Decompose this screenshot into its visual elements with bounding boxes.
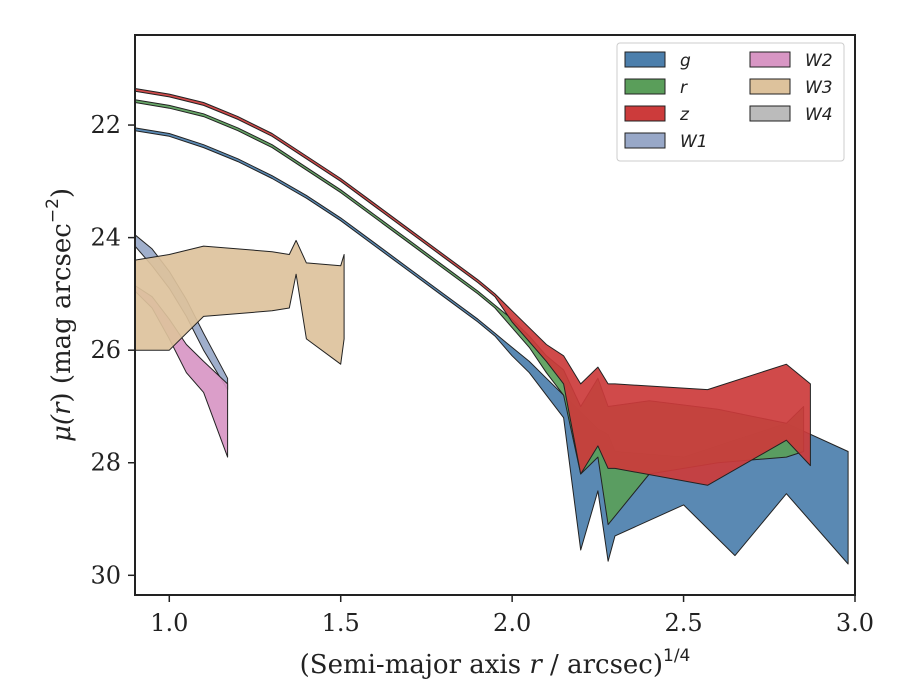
legend-label-z: z: [679, 105, 690, 125]
y-axis-label-middle: ) (mag arcsec: [47, 223, 77, 402]
x-tick-label: 1.0: [150, 609, 188, 637]
x-axis-label-suffix: / arcsec): [542, 650, 663, 680]
legend-label-w3: W3: [805, 78, 833, 98]
legend-swatch-g: [624, 51, 666, 68]
y-axis-label-suffix: ): [47, 188, 77, 198]
y-tick-label: 26: [90, 336, 121, 364]
y-tick-label: 30: [90, 561, 121, 589]
legend-swatch-r: [624, 78, 666, 95]
legend-label-w2: W2: [805, 51, 833, 71]
legend-swatch-w1: [624, 132, 666, 149]
x-tick-label: 1.5: [322, 609, 360, 637]
x-axis-label-exponent: 1/4: [663, 646, 690, 666]
y-axis-label-prefix: μ(: [47, 414, 77, 442]
y-axis-label: μ(r) (mag arcsec−2): [43, 188, 77, 442]
legend-label-w1: W1: [680, 132, 708, 152]
x-tick-label: 3.0: [836, 609, 874, 637]
x-tick-label: 2.0: [493, 609, 531, 637]
y-tick-label: 24: [90, 224, 121, 252]
x-axis-label: (Semi-major axis r / arcsec)1/4: [300, 646, 691, 680]
plot-frame: [134, 34, 856, 596]
legend-label-r: r: [680, 78, 688, 98]
y-axis: 22 24 26 28 30: [90, 111, 135, 589]
legend-swatch-z: [624, 105, 666, 122]
x-axis-label-prefix: (Semi-major axis: [300, 650, 530, 680]
y-axis-label-variable: r: [47, 401, 77, 415]
band-z: [135, 88, 811, 486]
legend-swatch-w3: [749, 78, 791, 95]
legend-swatch-w4: [749, 105, 791, 122]
series-bands: [135, 88, 849, 565]
y-axis-label-exponent: −2: [43, 198, 63, 223]
band-g: [135, 127, 849, 565]
legend: grz W1 W2 W3 W4: [616, 42, 845, 162]
x-axis-label-variable: r: [529, 650, 543, 680]
legend-box: [616, 42, 845, 162]
legend-label-g: g: [680, 51, 691, 71]
x-tick-label: 2.5: [664, 609, 702, 637]
legend-label-w4: W4: [805, 105, 833, 125]
band-w3: [135, 239, 345, 365]
legend-swatch-w2: [749, 51, 791, 68]
x-axis: 1.0 1.5 2.0 2.5 3.0: [150, 595, 874, 637]
y-tick-label: 28: [90, 449, 121, 477]
y-tick-label: 22: [90, 111, 121, 139]
